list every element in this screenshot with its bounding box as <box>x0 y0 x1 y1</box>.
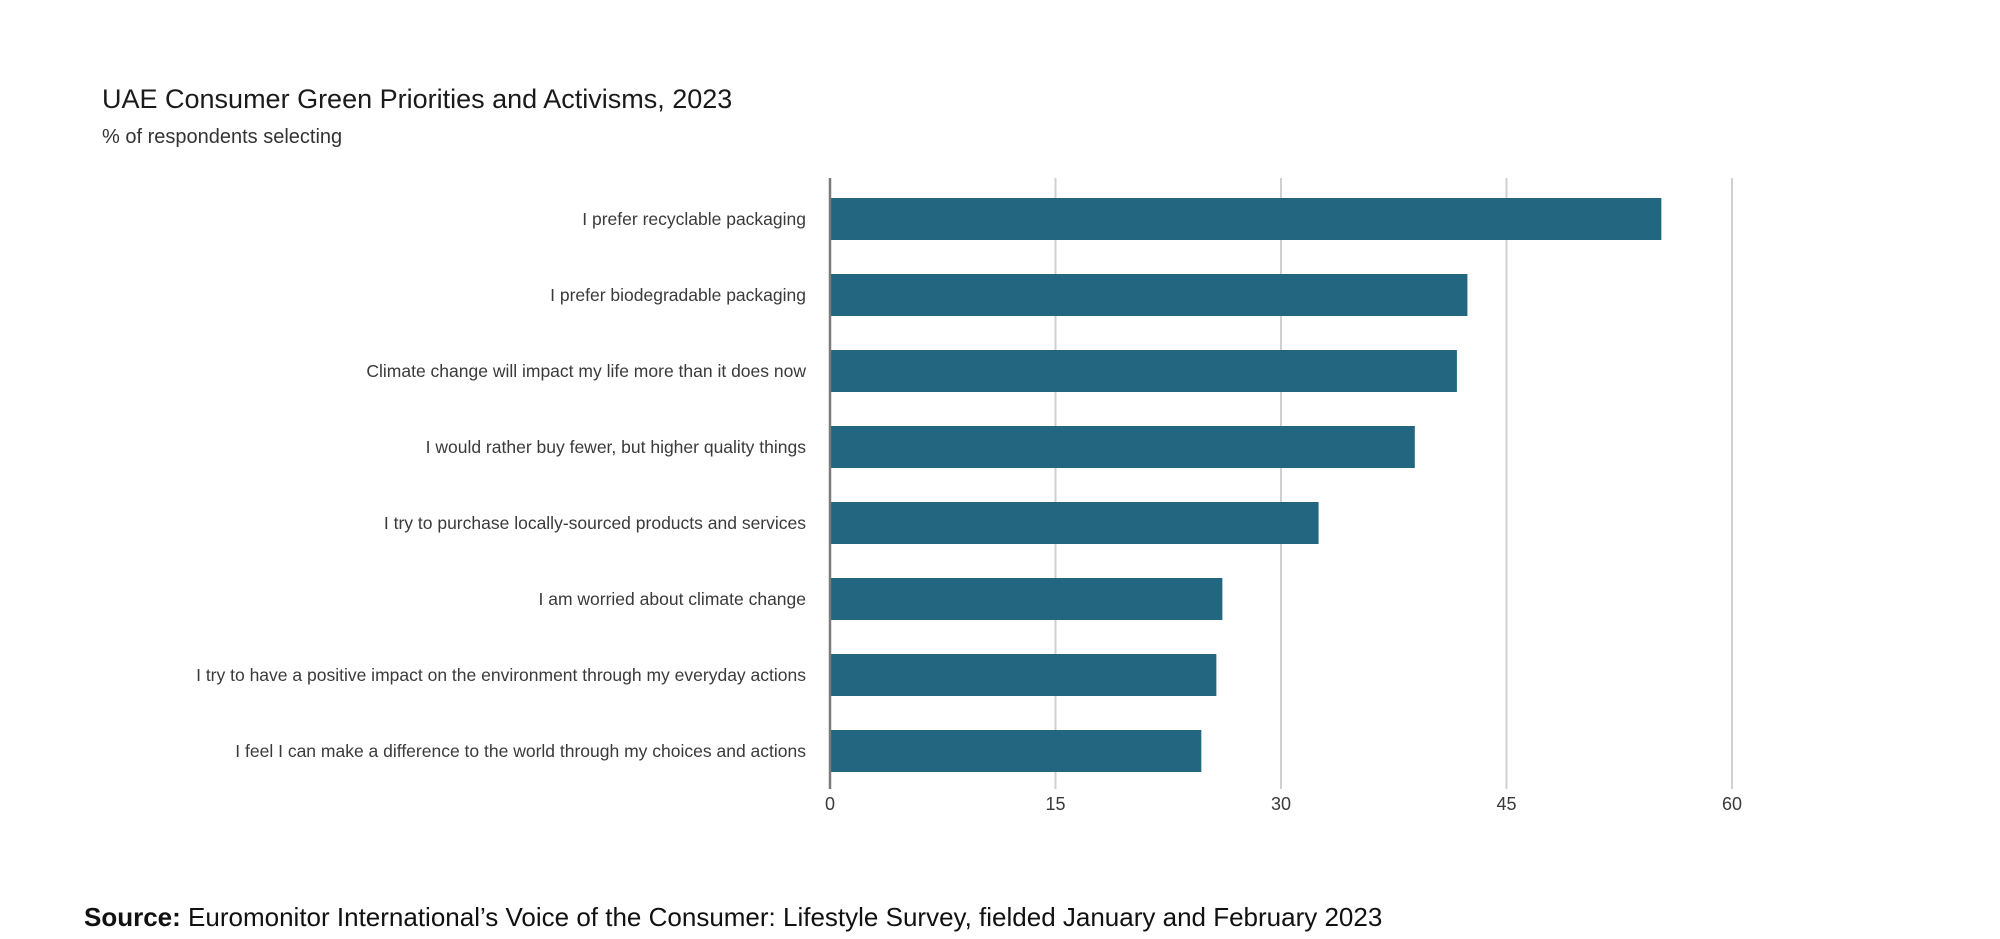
x-tick-label-60: 60 <box>1722 794 1742 814</box>
category-label-5: I try to purchase locally-sourced produc… <box>384 513 806 533</box>
bar-6 <box>830 578 1223 620</box>
bar-1 <box>830 198 1662 240</box>
chart-subtitle: % of respondents selecting <box>102 126 343 148</box>
source-note: Source: Euromonitor International’s Voic… <box>84 902 1382 933</box>
category-label-1: I prefer recyclable packaging <box>582 209 806 229</box>
category-label-8: I feel I can make a difference to the wo… <box>235 741 806 761</box>
bar-7 <box>830 654 1217 696</box>
category-label-2: I prefer biodegradable packaging <box>550 285 806 305</box>
category-label-4: I would rather buy fewer, but higher qua… <box>426 437 807 457</box>
source-label: Source: <box>84 902 181 932</box>
x-tick-label-45: 45 <box>1496 794 1516 814</box>
category-label-3: Climate change will impact my life more … <box>366 361 806 381</box>
bar-4 <box>830 426 1415 468</box>
x-tick-label-0: 0 <box>825 794 835 814</box>
bar-chart: I prefer recyclable packaging I prefer bi… <box>196 178 1742 814</box>
chart-title: UAE Consumer Green Priorities and Activi… <box>102 84 733 114</box>
bar-8 <box>830 730 1202 772</box>
bar-2 <box>830 274 1468 316</box>
x-tick-label-30: 30 <box>1271 794 1291 814</box>
category-label-6: I am worried about climate change <box>539 589 807 609</box>
bar-5 <box>830 502 1319 544</box>
category-label-7: I try to have a positive impact on the e… <box>196 665 806 685</box>
source-text: Euromonitor International’s Voice of the… <box>188 902 1383 932</box>
bar-3 <box>830 350 1457 392</box>
x-tick-label-15: 15 <box>1045 794 1065 814</box>
